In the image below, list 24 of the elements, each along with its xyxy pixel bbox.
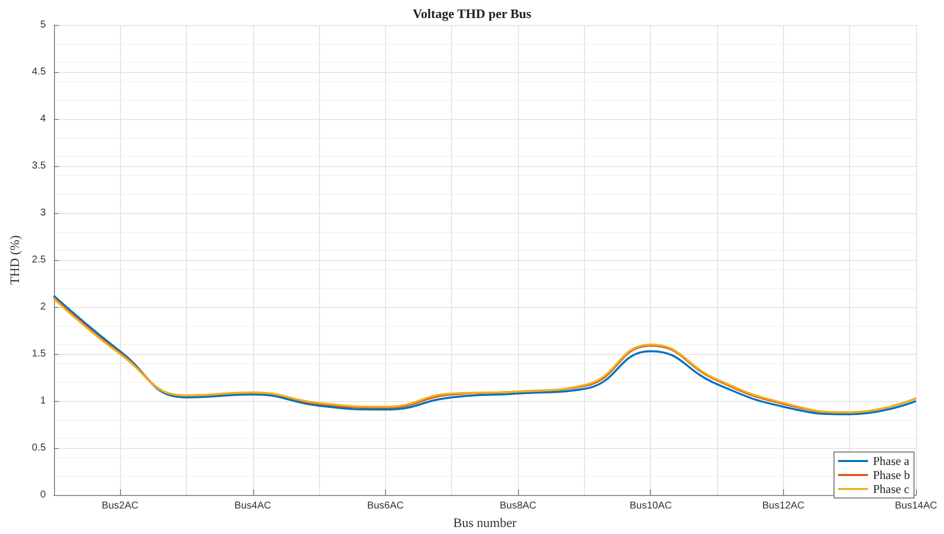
x-tick-label: Bus2AC (102, 500, 138, 512)
x-tick-label: Bus10AC (630, 500, 672, 512)
x-tick-label: Bus4AC (234, 500, 272, 512)
y-tick-label: 2.5 (32, 254, 46, 266)
y-tick-label: 1 (40, 396, 46, 407)
x-tick-label: Bus8AC (500, 500, 536, 512)
y-tick-label: 1.5 (32, 348, 46, 360)
legend-label: Phase a (873, 454, 910, 468)
legend-label: Phase b (873, 468, 910, 482)
x-tick-label: Bus12AC (762, 500, 804, 512)
legend-label: Phase c (873, 482, 910, 496)
y-tick-label: 2 (40, 302, 46, 313)
y-tick-label: 3 (40, 208, 46, 219)
y-tick-label: 4 (40, 114, 46, 125)
x-tick-label: Bus14AC (894, 500, 938, 512)
x-tick-label: Bus6AC (367, 500, 404, 512)
chart-title: Voltage THD per Bus (412, 6, 532, 21)
y-tick-label: 3.5 (32, 160, 46, 172)
y-tick-label: 0 (40, 490, 46, 501)
x-axis-title: Bus number (453, 515, 518, 530)
y-axis-title: THD (%) (7, 235, 22, 285)
y-tick-label: 4.5 (32, 66, 46, 78)
y-tick-label: 0.5 (32, 442, 46, 454)
y-tick-label: 5 (40, 20, 46, 30)
